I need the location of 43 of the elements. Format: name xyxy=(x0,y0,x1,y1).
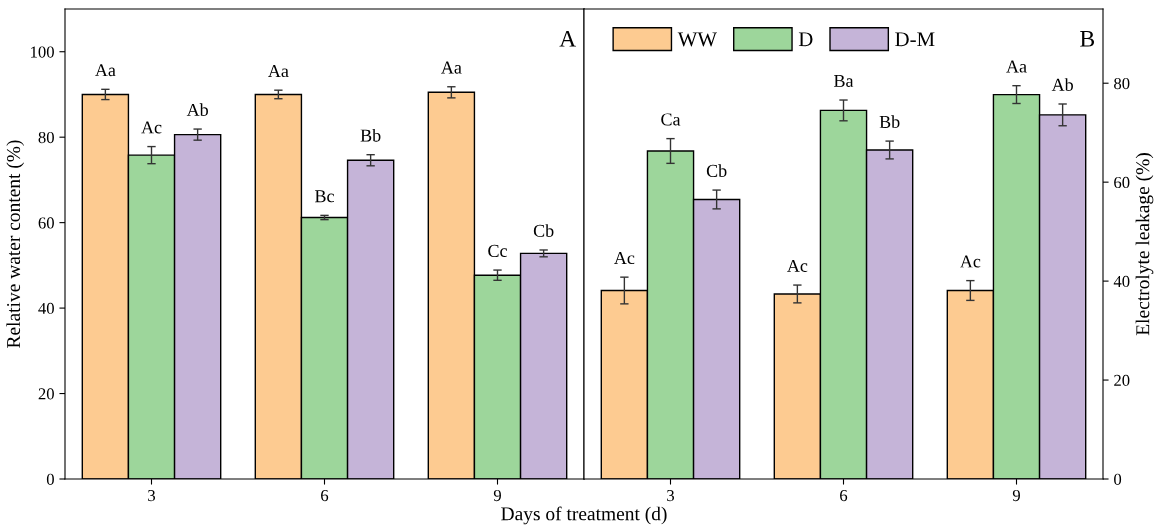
data-label: Aa xyxy=(441,61,462,74)
y2-tick-label: 80 xyxy=(1114,77,1130,90)
data-label: Aa xyxy=(1006,60,1027,73)
data-label: Bc xyxy=(314,190,334,203)
data-label: Ab xyxy=(186,103,208,116)
y-tick-label: 100 xyxy=(31,46,54,58)
y-tick-label: 80 xyxy=(38,131,54,144)
legend-label: WW xyxy=(677,32,717,47)
x-axis-title: Days of treatment (d) xyxy=(501,506,667,525)
y2-tick-label: 20 xyxy=(1114,374,1130,386)
data-label: Cc xyxy=(488,244,507,257)
y2-axis-title: Electrolyte leakage (%) xyxy=(1135,153,1154,336)
data-label: Ac xyxy=(787,259,808,272)
data-label: Cb xyxy=(533,224,554,237)
y-tick-label: 20 xyxy=(38,388,54,400)
data-label: Cb xyxy=(706,164,727,178)
data-label: Bb xyxy=(360,128,381,142)
y2-tick-label: 40 xyxy=(1113,275,1130,288)
y-tick-label: 60 xyxy=(38,217,54,229)
annotation: A xyxy=(559,30,577,47)
y2-tick-label: 60 xyxy=(1114,176,1130,189)
data-label: Ab xyxy=(1051,78,1073,91)
y2-tick-label: 0 xyxy=(1114,473,1122,485)
annotation: B xyxy=(1080,31,1095,47)
y-axis-title: Relative water content (%) xyxy=(6,140,25,348)
x-tick-label: 6 xyxy=(321,489,329,502)
data-label: Ba xyxy=(833,74,854,87)
legend-label: D xyxy=(798,32,813,47)
data-label: Ac xyxy=(960,255,981,268)
data-label: Aa xyxy=(95,64,116,77)
data-label: Bb xyxy=(879,115,900,129)
y-tick-label: 0 xyxy=(46,473,54,485)
x-tick-label: 9 xyxy=(1012,489,1020,502)
data-label: Ca xyxy=(661,113,681,126)
data-label: Aa xyxy=(268,65,289,78)
x-tick-label: 3 xyxy=(148,489,156,502)
data-label: Ac xyxy=(141,121,162,134)
x-tick-label: 3 xyxy=(667,489,675,502)
data-label: Ac xyxy=(614,251,635,265)
x-tick-label: 6 xyxy=(840,489,848,502)
x-tick-label: 9 xyxy=(493,489,501,502)
y-tick-label: 40 xyxy=(38,302,54,315)
legend-label: D-M xyxy=(895,32,935,47)
